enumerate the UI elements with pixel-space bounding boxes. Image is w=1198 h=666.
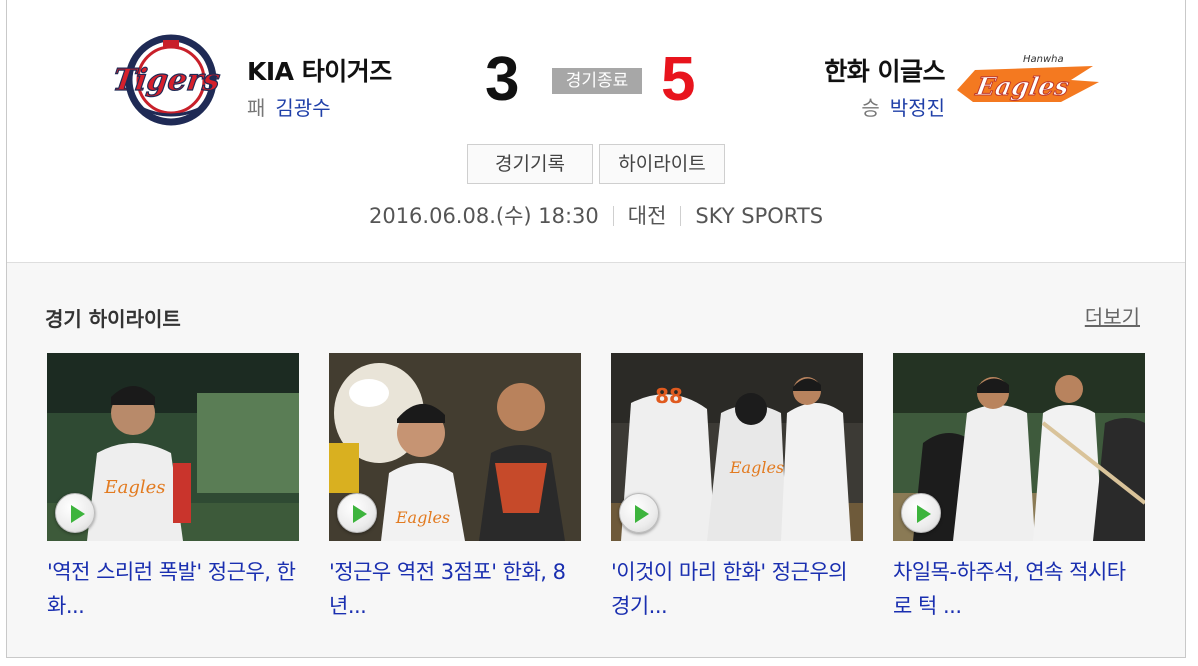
divider xyxy=(680,206,682,226)
video-item[interactable]: Eagles '역전 스리런 폭발' 정근우, 한화... xyxy=(47,353,299,623)
more-link[interactable]: 더보기 xyxy=(1084,305,1140,329)
game-stadium: 대전 xyxy=(627,204,667,228)
game-status-badge: 경기종료 xyxy=(552,68,642,94)
home-team-name[interactable]: KIA 타이거즈 xyxy=(247,57,392,86)
game-card: Tigers KIA 타이거즈 패 김광수 3 경기종료 5 한화 이글스 승 박정… xyxy=(6,0,1186,658)
video-thumbnail[interactable]: Eagles xyxy=(47,353,299,541)
highlight-button[interactable]: 하이라이트 xyxy=(599,144,725,184)
video-item[interactable]: Eagles '정근우 역전 3점포' 한화, 8년... xyxy=(329,353,581,623)
video-thumbnail[interactable]: 88 Eagles xyxy=(611,353,863,541)
hanwha-eagles-logo[interactable]: Hanwha Eagles xyxy=(953,50,1103,108)
video-item[interactable]: 88 Eagles '이것이 마리 한화' 정근우의 경기... xyxy=(611,353,863,623)
highlights-section: 경기 하이라이트 더보기 Eagles '역전 스리런 폭발' 정근우, 한화. xyxy=(7,262,1185,657)
svg-text:Eagles: Eagles xyxy=(103,477,165,498)
svg-text:88: 88 xyxy=(655,384,683,408)
svg-text:Eagles: Eagles xyxy=(729,458,784,477)
svg-text:Eagles: Eagles xyxy=(973,71,1071,101)
away-score: 5 xyxy=(661,45,696,114)
video-thumbnail-image: 88 Eagles xyxy=(611,353,863,541)
video-thumbnail[interactable] xyxy=(893,353,1145,541)
video-item[interactable]: 차일목-하주석, 연속 적시타로 턱 ... xyxy=(893,353,1145,623)
video-thumbnail-image: Eagles xyxy=(47,353,299,541)
play-icon[interactable] xyxy=(619,493,659,533)
game-info: 2016.06.08.(수) 18:30 대전 SKY SPORTS xyxy=(7,200,1185,230)
svg-text:Hanwha: Hanwha xyxy=(1023,54,1064,65)
away-pitcher: 승 박정진 xyxy=(861,92,945,121)
video-title[interactable]: '이것이 마리 한화' 정근우의 경기... xyxy=(611,560,848,618)
video-title[interactable]: '역전 스리런 폭발' 정근우, 한화... xyxy=(47,560,296,618)
svg-text:Eagles: Eagles xyxy=(395,508,450,527)
divider xyxy=(612,206,614,226)
video-title[interactable]: '정근우 역전 3점포' 한화, 8년... xyxy=(329,560,566,618)
play-icon[interactable] xyxy=(55,493,95,533)
away-team-name[interactable]: 한화 이글스 xyxy=(824,57,945,86)
play-icon[interactable] xyxy=(901,493,941,533)
away-pitcher-result: 승 xyxy=(861,96,880,120)
highlights-title: 경기 하이라이트 xyxy=(45,307,181,331)
video-title[interactable]: 차일목-하주석, 연속 적시타로 턱 ... xyxy=(893,560,1126,618)
kia-tigers-logo[interactable]: Tigers xyxy=(103,34,243,126)
game-datetime: 2016.06.08.(수) 18:30 xyxy=(368,204,599,228)
play-icon[interactable] xyxy=(337,493,377,533)
game-record-button[interactable]: 경기기록 xyxy=(467,144,593,184)
video-thumbnail[interactable]: Eagles xyxy=(329,353,581,541)
scoreboard: Tigers KIA 타이거즈 패 김광수 3 경기종료 5 한화 이글스 승 박정… xyxy=(7,0,1185,262)
home-pitcher-name[interactable]: 김광수 xyxy=(275,96,331,120)
svg-text:Tigers: Tigers xyxy=(111,63,222,98)
home-score: 3 xyxy=(485,45,520,114)
home-pitcher-result: 패 xyxy=(247,96,266,120)
home-pitcher: 패 김광수 xyxy=(247,92,331,121)
away-pitcher-name[interactable]: 박정진 xyxy=(889,96,945,120)
game-broadcaster: SKY SPORTS xyxy=(695,204,824,228)
